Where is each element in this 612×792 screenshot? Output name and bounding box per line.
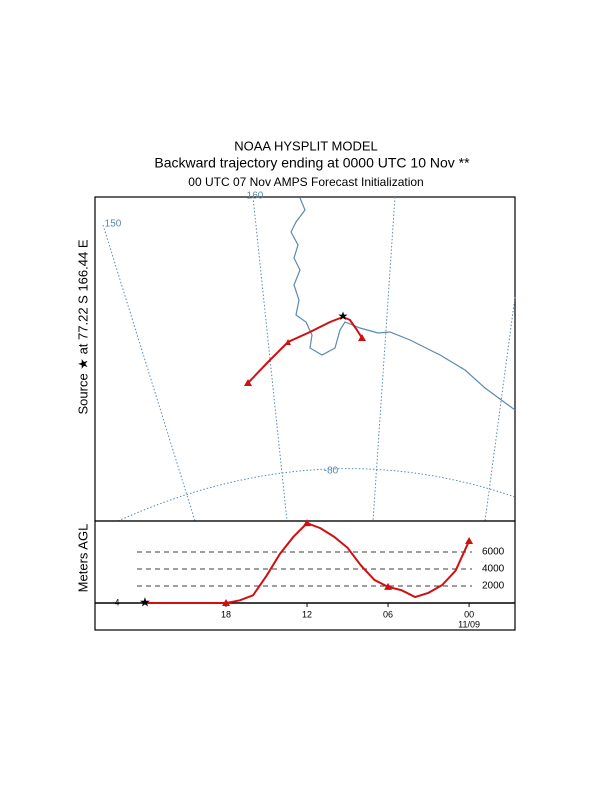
trajectory-marker	[285, 339, 291, 345]
subtitle2: 00 UTC 07 Nov AMPS Forecast Initializati…	[188, 175, 423, 189]
height-marker	[465, 536, 474, 544]
map-frame	[94, 196, 516, 522]
subtitle: Backward trajectory ending at 0000 UTC 1…	[154, 155, 470, 171]
y-tick-label: 4000	[482, 564, 505, 575]
trajectory-marker	[358, 334, 366, 341]
trajectory	[342, 316, 363, 339]
x-tick-label: 12	[302, 609, 312, 619]
title: NOAA HYSPLIT MODEL	[234, 138, 378, 153]
date-label: 11/09	[458, 619, 480, 629]
trajectory-marker	[244, 379, 252, 386]
height-frame	[94, 520, 516, 631]
graticule	[102, 196, 516, 522]
x-tick-label: 18	[221, 609, 231, 619]
height-marker	[221, 598, 230, 606]
height-marker	[384, 582, 393, 590]
x-tick-label: 00	[464, 609, 474, 619]
trajectory	[247, 316, 344, 384]
map-label: 150	[105, 219, 122, 230]
x-tick-label: 06	[383, 609, 393, 619]
start-star: ★	[139, 594, 151, 609]
y-tick-label: 2000	[482, 581, 505, 592]
map-label: -80	[324, 466, 339, 477]
map-label: 160	[247, 191, 264, 202]
height-marker	[303, 519, 312, 527]
start-label: 4	[114, 597, 119, 607]
y-tick-label: 6000	[482, 547, 505, 558]
source-label: Source ★ at 77.22 S 166.44 E	[75, 239, 90, 414]
source-star: ★	[338, 309, 349, 323]
map-panel: 150 160 -80 ★ Source ★ at 77.22 S 166.44…	[75, 191, 516, 522]
y-axis-label: Meters AGL	[75, 524, 90, 593]
height-line	[144, 521, 470, 604]
coastline	[290, 197, 516, 411]
